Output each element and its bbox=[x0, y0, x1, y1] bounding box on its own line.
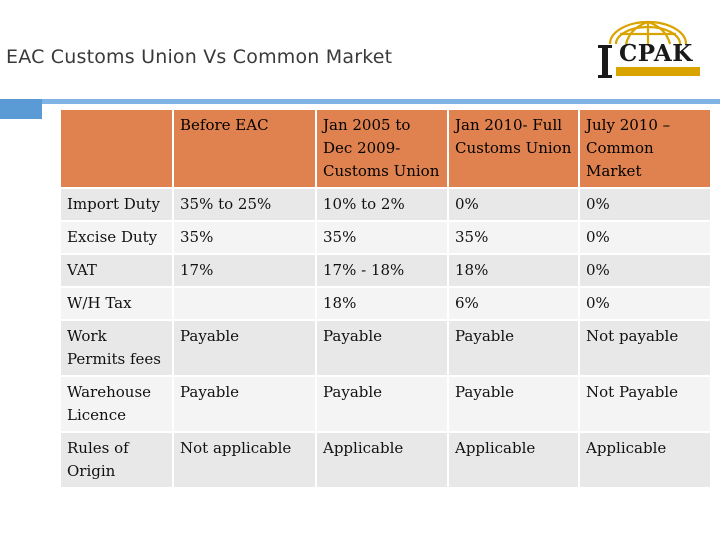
table-cell: Applicable bbox=[579, 432, 712, 489]
table-cell: Payable bbox=[448, 376, 580, 433]
table-cell: 17% - 18% bbox=[316, 254, 449, 288]
table-cell: Payable bbox=[173, 376, 317, 433]
table-cell: Not Payable bbox=[579, 376, 712, 433]
table-row: Import Duty 35% to 25% 10% to 2% 0% 0% bbox=[61, 188, 712, 222]
table-cell: Not applicable bbox=[173, 432, 317, 489]
table-cell: 0% bbox=[579, 188, 712, 222]
row-label: Work Permits fees bbox=[61, 320, 174, 377]
row-label: Rules of Origin bbox=[61, 432, 174, 489]
table-header-row: Before EAC Jan 2005 to Dec 2009- Customs… bbox=[61, 110, 712, 189]
table-row: Rules of Origin Not applicable Applicabl… bbox=[61, 432, 712, 489]
table-cell: Payable bbox=[173, 320, 317, 377]
table-cell: Payable bbox=[448, 320, 580, 377]
table-cell: 18% bbox=[316, 287, 449, 321]
table-cell: Payable bbox=[316, 320, 449, 377]
row-label: VAT bbox=[61, 254, 174, 288]
table-cell: 17% bbox=[173, 254, 317, 288]
header-before-eac: Before EAC bbox=[173, 110, 317, 189]
table-cell: 0% bbox=[579, 287, 712, 321]
globe-emblem-icon bbox=[598, 20, 700, 78]
table-cell: Payable bbox=[316, 376, 449, 433]
logo-wordmark: CPAK bbox=[619, 40, 693, 67]
table-row: Work Permits fees Payable Payable Payabl… bbox=[61, 320, 712, 377]
table-cell: 10% to 2% bbox=[316, 188, 449, 222]
row-label: W/H Tax bbox=[61, 287, 174, 321]
table-cell: Not payable bbox=[579, 320, 712, 377]
table-row: VAT 17% 17% - 18% 18% 0% bbox=[61, 254, 712, 288]
table-row: Excise Duty 35% 35% 35% 0% bbox=[61, 221, 712, 255]
table-cell: 0% bbox=[448, 188, 580, 222]
accent-block bbox=[0, 99, 42, 119]
title-divider bbox=[42, 99, 720, 104]
row-label: Warehouse Licence bbox=[61, 376, 174, 433]
table-row: W/H Tax 18% 6% 0% bbox=[61, 287, 712, 321]
table-cell: 35% bbox=[316, 221, 449, 255]
table-cell: 6% bbox=[448, 287, 580, 321]
table-cell: 35% bbox=[448, 221, 580, 255]
table-cell: 0% bbox=[579, 221, 712, 255]
table-cell bbox=[173, 287, 317, 321]
slide-title: EAC Customs Union Vs Common Market bbox=[6, 46, 393, 68]
table-cell: Applicable bbox=[448, 432, 580, 489]
row-label: Import Duty bbox=[61, 188, 174, 222]
header-2010-full: Jan 2010- Full Customs Union bbox=[448, 110, 580, 189]
comparison-table: Before EAC Jan 2005 to Dec 2009- Customs… bbox=[61, 110, 712, 489]
table-cell: 0% bbox=[579, 254, 712, 288]
row-label: Excise Duty bbox=[61, 221, 174, 255]
table-cell: 35% bbox=[173, 221, 317, 255]
table-row: Warehouse Licence Payable Payable Payabl… bbox=[61, 376, 712, 433]
header-2005-2009: Jan 2005 to Dec 2009- Customs Union bbox=[316, 110, 449, 189]
header-cell-empty bbox=[61, 110, 174, 189]
table-cell: Applicable bbox=[316, 432, 449, 489]
table-cell: 35% to 25% bbox=[173, 188, 317, 222]
table-cell: 18% bbox=[448, 254, 580, 288]
header-july-2010: July 2010 – Common Market bbox=[579, 110, 712, 189]
